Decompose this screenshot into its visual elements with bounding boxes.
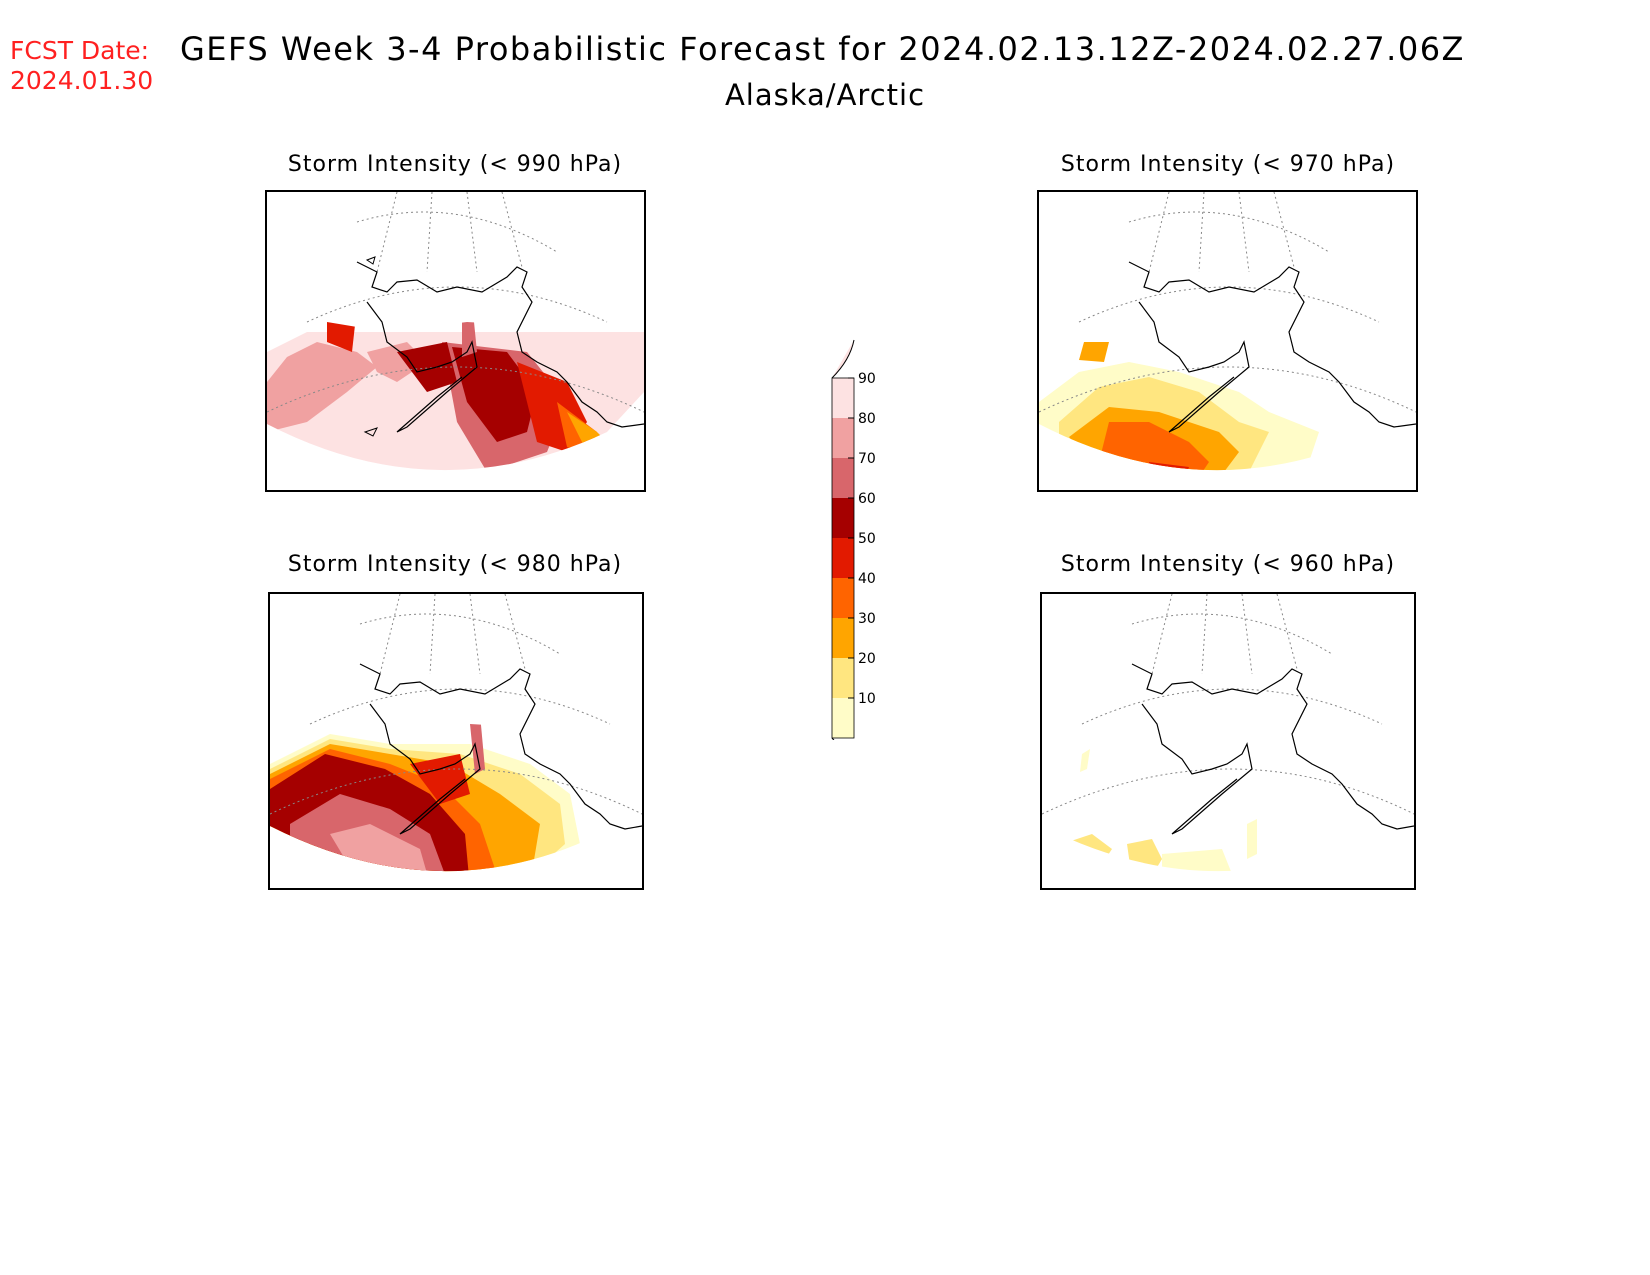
panel-title-990: Storm Intensity (< 990 hPa) [287,152,623,177]
map-panel-980 [268,592,644,890]
colorbar-swatch [832,658,854,698]
colorbar-tick-label: 30 [858,611,876,627]
colorbar-tick-label: 10 [858,691,876,707]
fcst-date-value: 2024.01.30 [10,66,154,95]
colorbar-tick-label: 60 [858,491,876,507]
panel-title-970: Storm Intensity (< 970 hPa) [1060,152,1396,177]
colorbar-tick-label: 40 [858,571,876,587]
colorbar-swatch [832,578,854,618]
colorbar-tick-label: 80 [858,411,876,427]
fcst-label: FCST Date: [10,36,150,65]
colorbar-swatch [832,538,854,578]
colorbar-frame [831,377,855,739]
colorbar-swatch [832,618,854,658]
colorbar-swatch [832,498,854,538]
panel-title-960: Storm Intensity (< 960 hPa) [1060,552,1396,577]
colorbar-svg: 10 20 30 40 50 60 70 80 90 [831,339,876,779]
colorbar: 10 20 30 40 50 60 70 80 90 [800,330,880,779]
colorbar-swatch [832,698,854,738]
map-panel-970 [1037,190,1418,492]
colorbar-swatch [832,378,854,418]
panel-title-980: Storm Intensity (< 980 hPa) [287,552,623,577]
colorbar-swatch [832,418,854,458]
colorbar-tick-label: 90 [858,371,876,387]
colorbar-tick-label: 70 [858,451,876,467]
colorbar-top-extension [831,339,855,379]
colorbar-swatch [832,458,854,498]
colorbar-tick-label: 20 [858,651,876,667]
map-panel-990 [265,190,646,492]
map-panel-960 [1040,592,1416,890]
colorbar-tick-label: 50 [858,531,876,547]
forecast-date: FCST Date: 2024.01.30 [10,36,153,96]
page-title: GEFS Week 3-4 Probabilistic Forecast for… [180,30,1465,68]
page-subtitle: Alaska/Arctic [724,78,926,112]
